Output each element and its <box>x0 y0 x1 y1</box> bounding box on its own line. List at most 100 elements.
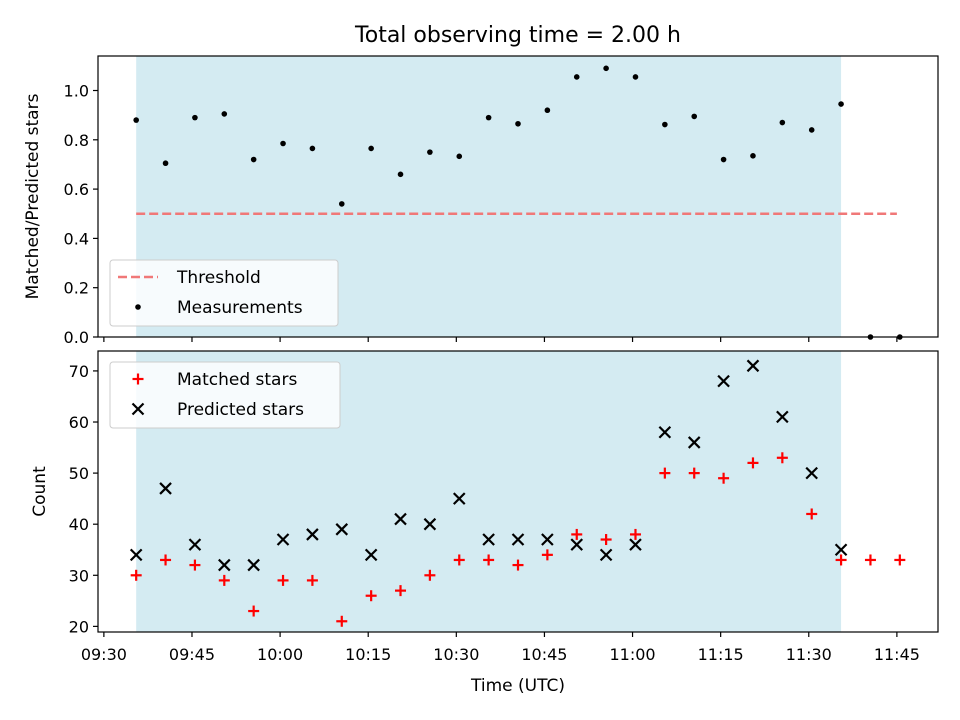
y-tick-label: 0.0 <box>64 328 89 347</box>
x-tick-label: 11:00 <box>609 645 655 664</box>
y-tick-label: 0.2 <box>64 279 89 298</box>
x-tick-label: 10:15 <box>345 645 391 664</box>
measurement-point <box>368 145 374 152</box>
x-tick-label: 10:00 <box>257 645 303 664</box>
matched-star-point <box>483 554 495 566</box>
predicted-star-point <box>129 548 143 562</box>
legend-swatch <box>132 373 144 385</box>
x-tick-label: 10:45 <box>521 645 567 664</box>
matched-star-point <box>512 559 524 571</box>
predicted-star-point <box>423 517 437 531</box>
legend-label: Predicted stars <box>177 400 304 420</box>
count-series <box>129 359 906 627</box>
matched-star-point <box>365 590 377 602</box>
measurement-point <box>221 111 228 117</box>
matched-star-point <box>864 554 876 566</box>
y-tick-label: 40 <box>69 515 89 534</box>
matched-star-point <box>277 574 289 586</box>
y-tick-label: 0.4 <box>64 229 89 248</box>
matched-star-point <box>218 574 230 586</box>
predicted-star-point <box>658 425 672 439</box>
predicted-star-point <box>247 558 260 572</box>
x-tick-label: 11:30 <box>786 645 832 664</box>
chart-title: Total observing time = 2.00 h <box>354 23 681 48</box>
matched-star-point <box>453 554 465 566</box>
predicted-star-point <box>834 543 848 557</box>
matched-star-point <box>776 452 788 464</box>
count-x-ticks: 09:30 09:45 10:00 10:15 10:30 10:45 11:00 11:15… <box>81 632 920 664</box>
legend-box <box>109 361 341 429</box>
x-tick-label: 11:15 <box>698 645 744 664</box>
measurement-point <box>750 153 756 159</box>
predicted-star-point <box>276 533 290 546</box>
predicted-star-point <box>776 410 789 424</box>
predicted-star-point <box>218 558 231 572</box>
measurement-point <box>691 113 698 120</box>
matched-star-point <box>659 467 671 479</box>
x-tick-label: 09:30 <box>81 645 127 664</box>
measurement-point <box>808 127 815 133</box>
matched-star-point <box>688 467 700 479</box>
predicted-star-point <box>335 523 349 536</box>
count-legend: Matched stars Predicted stars <box>109 361 341 429</box>
x-tick-label: 09:45 <box>169 645 215 664</box>
predicted-star-point <box>394 512 407 526</box>
matched-star-point <box>571 528 583 540</box>
measurement-point <box>427 149 433 155</box>
y-tick-label: 20 <box>69 617 89 636</box>
legend-box <box>109 259 339 327</box>
measurement-point <box>720 156 727 163</box>
measurement-point <box>309 145 316 152</box>
y-tick-label: 30 <box>69 566 89 585</box>
measurement-point <box>250 156 257 163</box>
y-tick-label: 0.8 <box>64 131 89 150</box>
count-y-axis-label: Count <box>30 466 50 517</box>
measurement-point <box>779 119 786 126</box>
matched-star-point <box>600 534 612 546</box>
legend-label: Measurements <box>177 298 303 318</box>
x-tick-label: 10:30 <box>433 645 479 664</box>
predicted-star-point <box>570 538 584 551</box>
ratio-y-ticks: 0.0 0.2 0.4 0.6 0.8 1.0 <box>64 82 98 347</box>
measurement-point <box>456 153 463 160</box>
y-tick-label: 1.0 <box>64 82 89 101</box>
measurement-point <box>397 171 404 178</box>
predicted-star-point <box>629 538 642 551</box>
ratio-axes-frame <box>97 55 939 338</box>
predicted-star-point <box>364 548 378 562</box>
x-axis-label: Time (UTC) <box>470 676 565 696</box>
count-axes-frame <box>97 350 939 633</box>
predicted-star-point <box>599 548 613 562</box>
predicted-star-point <box>452 492 466 505</box>
measurement-point <box>838 101 844 107</box>
matched-star-point <box>806 508 818 520</box>
predicted-star-point <box>717 374 730 388</box>
ratio-panel: 0.0 0.2 0.4 0.6 0.8 1.0 Matched/Predicted sta… <box>23 55 939 347</box>
y-tick-label: 50 <box>69 464 89 483</box>
x-tick-label: 11:45 <box>874 645 920 664</box>
predicted-star-point <box>541 533 554 546</box>
legend-label: Threshold <box>176 268 261 288</box>
measurement-point <box>280 140 286 147</box>
predicted-star-point <box>159 482 172 495</box>
predicted-star-point <box>805 466 818 480</box>
count-panel: 20 30 40 50 60 70 09:30 09:45 10:00 10:15 10:30 10… <box>30 350 939 696</box>
matched-star-point <box>629 528 641 540</box>
matched-star-point <box>336 615 348 627</box>
matched-star-point <box>541 549 553 561</box>
predicted-star-point <box>188 538 202 551</box>
predicted-star-point <box>687 436 701 449</box>
measurement-point <box>573 74 580 80</box>
ratio-legend: Threshold Measurements <box>109 259 339 327</box>
legend-swatch <box>135 304 141 310</box>
legend-swatch <box>131 402 145 416</box>
matched-star-point <box>306 574 318 586</box>
measurement-point <box>133 117 139 123</box>
measurement-point <box>632 74 639 80</box>
predicted-star-point <box>746 359 760 373</box>
measurement-point <box>515 120 521 127</box>
matched-star-point <box>747 457 759 469</box>
measurement-point <box>485 114 492 121</box>
legend-label: Matched stars <box>177 370 297 390</box>
